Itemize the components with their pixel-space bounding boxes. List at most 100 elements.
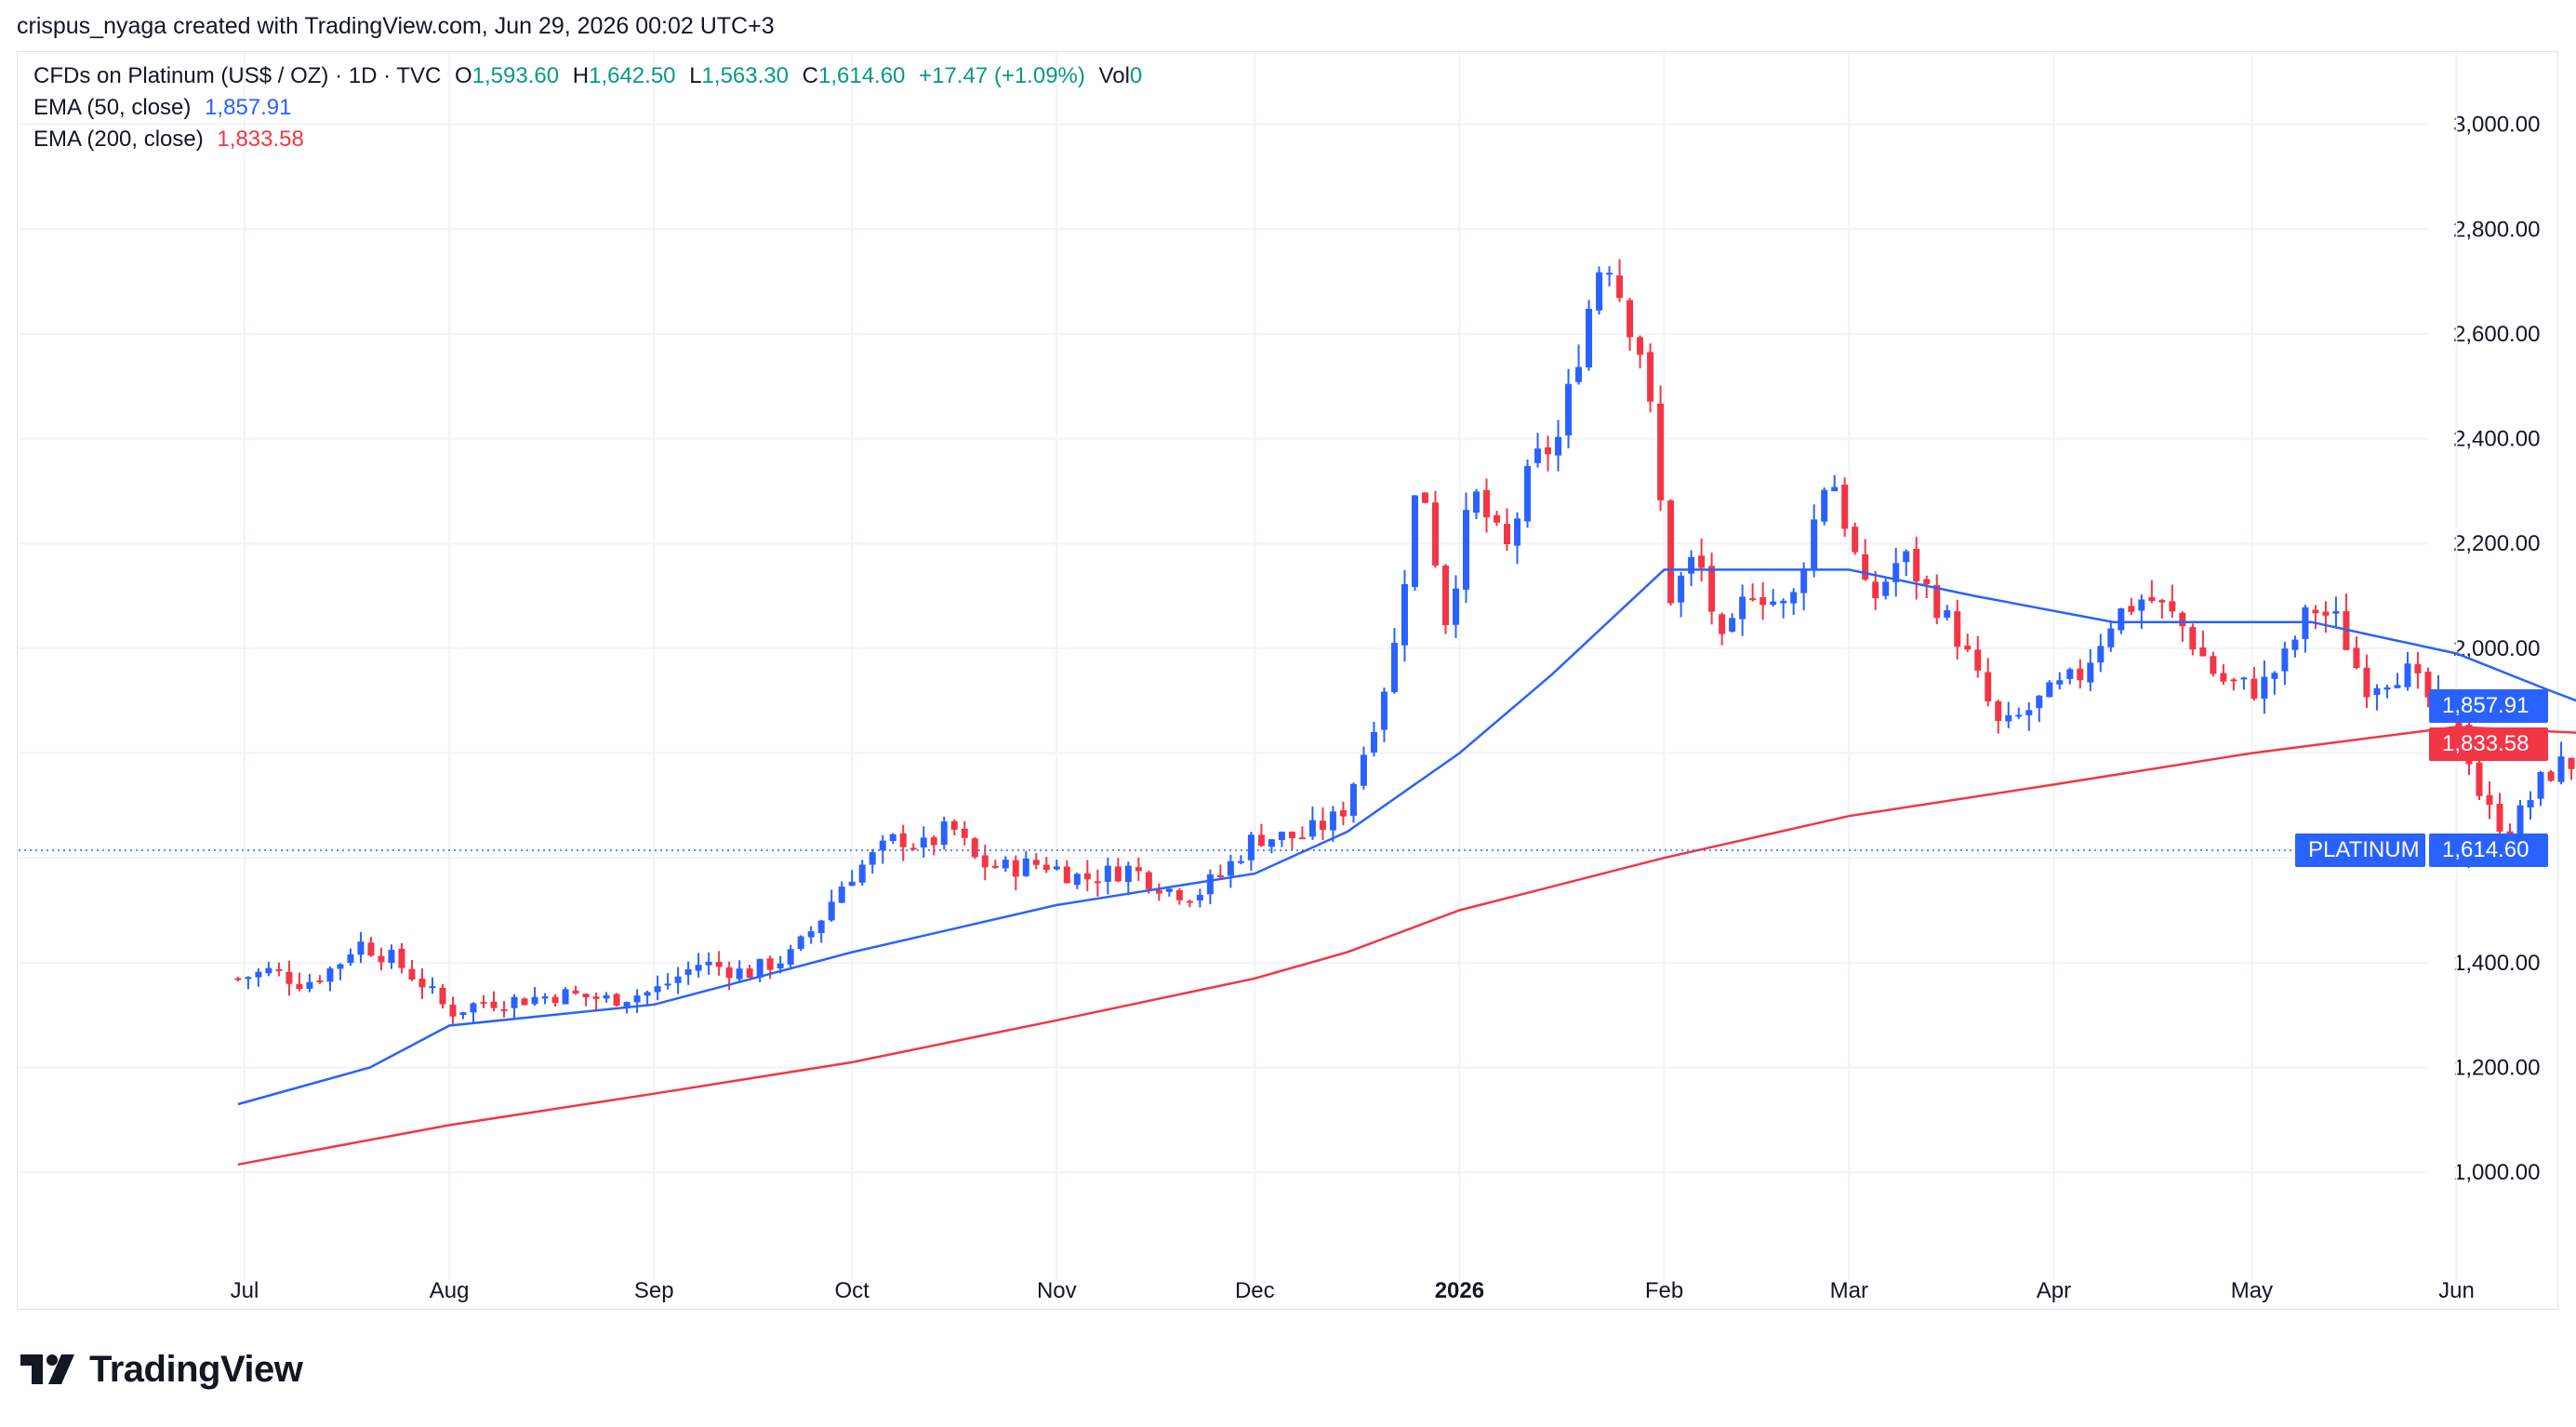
candle-body xyxy=(2158,600,2166,603)
candle-body xyxy=(2087,662,2094,683)
candle-body xyxy=(2373,687,2381,695)
candle-body xyxy=(1627,300,1634,338)
candle-body xyxy=(756,958,764,978)
legend-ema50[interactable]: EMA (50, close) 1,857.91 xyxy=(33,95,292,121)
candle-body xyxy=(1637,337,1644,355)
candle-body xyxy=(337,964,344,969)
candle-body xyxy=(1708,566,1716,612)
candle-body xyxy=(1186,900,1193,903)
candle-body xyxy=(1247,834,1255,860)
x-tick-label: May xyxy=(2231,1278,2273,1303)
candle-body xyxy=(285,971,293,984)
candle-body xyxy=(490,1001,498,1008)
candle-body xyxy=(480,1002,487,1005)
candle-body xyxy=(1401,584,1408,646)
candle-body xyxy=(828,901,835,921)
candle-body xyxy=(1647,352,1654,402)
candle-body xyxy=(511,996,518,1008)
legend-symbol: CFDs on Platinum (US$ / OZ) · 1D · TVC xyxy=(33,63,442,88)
candle-body xyxy=(1349,783,1357,816)
candle-body xyxy=(1903,551,1910,563)
candle-body xyxy=(807,931,815,938)
legend-ema50-label: EMA (50, close) xyxy=(33,95,192,120)
candle-body xyxy=(1298,837,1306,840)
candle-body xyxy=(2353,647,2360,669)
candle-body xyxy=(961,828,968,838)
candle-body xyxy=(1227,860,1234,876)
y-tick-label: 2,400.00 xyxy=(2453,427,2540,452)
candle-body xyxy=(1514,518,1521,546)
candle-body xyxy=(245,977,252,980)
x-tick-label: Sep xyxy=(634,1278,674,1303)
candle-body xyxy=(725,967,733,979)
legend-open-value: 1,593.60 xyxy=(471,63,560,88)
candle-body xyxy=(1012,860,1019,877)
candle-body xyxy=(2383,687,2391,690)
tradingview-logo-icon xyxy=(20,1354,74,1384)
candle-body xyxy=(715,962,723,967)
candle-body xyxy=(1308,820,1316,837)
legend-high-label: H xyxy=(572,63,590,88)
candle-body xyxy=(388,950,395,964)
legend-ohlc: CFDs on Platinum (US$ / OZ) · 1D · TVC O… xyxy=(33,63,1142,89)
candle-body xyxy=(1124,865,1132,883)
candle-body xyxy=(1483,489,1491,518)
candle-body xyxy=(2486,794,2493,806)
y-tick-label: 2,800.00 xyxy=(2453,217,2540,242)
candle-body xyxy=(1770,601,1777,606)
candle-body xyxy=(1063,866,1070,884)
candle-body xyxy=(1104,865,1111,882)
candle-body xyxy=(521,998,528,1006)
candle-body xyxy=(2230,679,2237,682)
ema200-price-label: 1,833.58 xyxy=(2429,727,2548,761)
x-tick-label: Apr xyxy=(2037,1278,2071,1303)
y-tick-label: 1,200.00 xyxy=(2453,1056,2540,1081)
candle-body xyxy=(736,968,743,980)
candle-body xyxy=(1586,308,1593,367)
y-tick-label: 2,600.00 xyxy=(2453,322,2540,347)
candle-body xyxy=(2322,611,2330,616)
legend-ema200[interactable]: EMA (200, close) 1,833.58 xyxy=(33,127,304,153)
candle-body xyxy=(1237,860,1244,863)
price-chart[interactable]: 1,000.001,200.001,400.001,600.001,800.00… xyxy=(0,0,2576,1321)
candle-body xyxy=(2547,771,2555,781)
candle-body xyxy=(858,864,866,883)
candle-body xyxy=(2496,804,2503,832)
candle-body xyxy=(2005,714,2012,722)
ema50-line xyxy=(237,568,2576,1106)
candle-body xyxy=(2199,647,2207,657)
candle-body xyxy=(889,834,896,842)
candle-body xyxy=(644,992,651,996)
candle-body xyxy=(1811,519,1818,571)
x-tick-label: Dec xyxy=(1235,1278,1275,1303)
candle-body xyxy=(551,996,559,1004)
candle-body xyxy=(2036,695,2043,709)
candle-body xyxy=(1606,273,1613,275)
candle-body xyxy=(1288,831,1295,839)
candle-body xyxy=(787,949,794,965)
chart-frame[interactable] xyxy=(17,51,2558,1310)
candle-body xyxy=(1135,867,1142,872)
candle-body xyxy=(2118,608,2125,631)
candle-body xyxy=(1892,563,1900,582)
candle-body xyxy=(1473,491,1481,513)
candle-body xyxy=(408,968,416,980)
candle-body xyxy=(1524,465,1532,522)
candle-body xyxy=(991,865,999,868)
legend-volume-value: 0 xyxy=(1129,63,1143,88)
candle-body xyxy=(2025,710,2033,715)
candle-body xyxy=(817,920,825,934)
candle-body xyxy=(2210,656,2217,674)
candle-body xyxy=(1319,820,1326,831)
candle-body xyxy=(1739,596,1746,620)
candle-body xyxy=(500,1008,508,1011)
candle-body xyxy=(705,961,712,966)
candle-body xyxy=(2516,805,2524,839)
candle-body xyxy=(869,852,876,865)
candle-body xyxy=(541,996,549,999)
tradingview-logo[interactable]: TradingView xyxy=(20,1349,303,1390)
candle-body xyxy=(1545,447,1552,455)
candle-body xyxy=(1688,556,1695,574)
candle-body xyxy=(439,987,446,1005)
candle-body xyxy=(1995,700,2002,722)
